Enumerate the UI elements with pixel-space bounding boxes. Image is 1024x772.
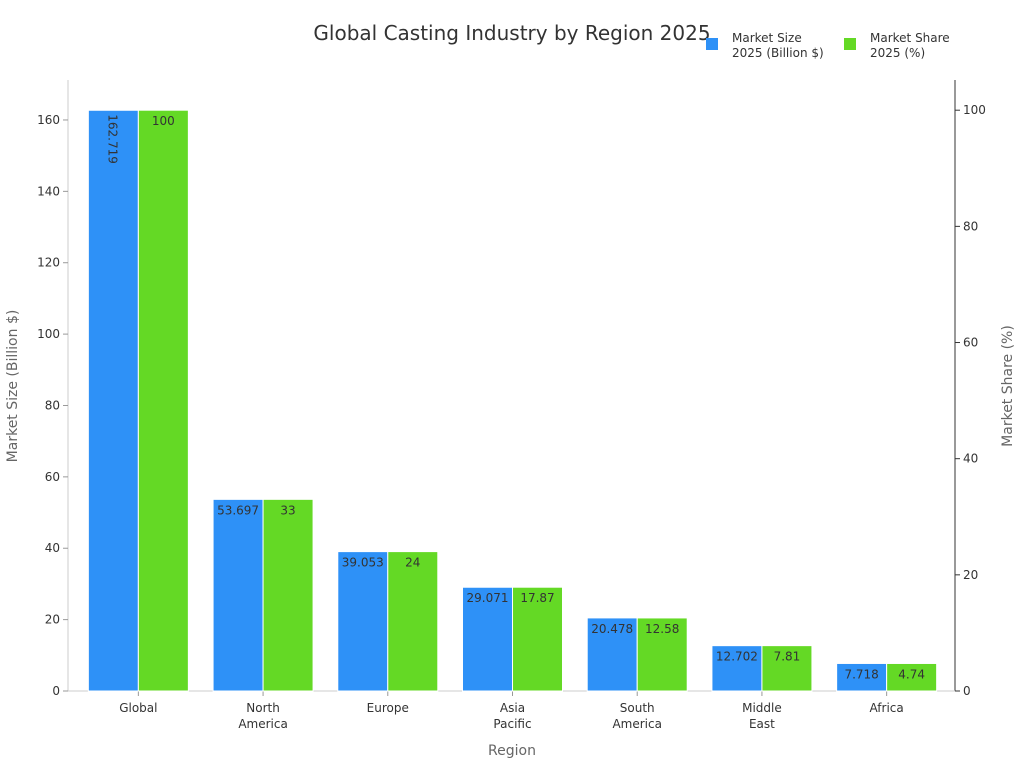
bar-market-share bbox=[262, 498, 314, 692]
bar-market-size bbox=[337, 551, 389, 692]
legend-label: 2025 (%) bbox=[870, 46, 925, 60]
data-label: 29.071 bbox=[467, 591, 509, 605]
bar-market-share bbox=[137, 109, 189, 692]
y2-tick-label: 40 bbox=[963, 452, 978, 466]
y2-tick-label: 20 bbox=[963, 568, 978, 582]
legend-swatch bbox=[844, 38, 856, 50]
bar-market-size bbox=[87, 109, 139, 692]
y-tick-label: 120 bbox=[37, 256, 60, 270]
bar-market-share bbox=[636, 617, 688, 692]
x-tick-label: Africa bbox=[870, 701, 904, 715]
data-label: 20.478 bbox=[591, 622, 633, 636]
data-label: 162.719 bbox=[105, 114, 119, 164]
x-tick-label: America bbox=[612, 717, 662, 731]
y2-tick-label: 80 bbox=[963, 219, 978, 233]
data-label: 12.58 bbox=[645, 622, 679, 636]
legend-label: Market Share bbox=[870, 31, 950, 45]
y-tick-label: 80 bbox=[45, 398, 60, 412]
data-label: 7.718 bbox=[844, 667, 878, 681]
y-tick-label: 0 bbox=[52, 684, 60, 698]
y-tick-label: 20 bbox=[45, 613, 60, 627]
bar-market-size bbox=[462, 586, 513, 692]
y2-axis-label: Market Share (%) bbox=[1000, 325, 1016, 447]
legend-swatch bbox=[706, 38, 718, 50]
chart-title: Global Casting Industry by Region 2025 bbox=[313, 21, 710, 45]
data-label: 100 bbox=[152, 114, 175, 128]
x-tick-label: North bbox=[246, 701, 280, 715]
bar-market-share bbox=[512, 586, 563, 692]
x-tick-label: Middle bbox=[742, 701, 782, 715]
bar-market-share bbox=[761, 645, 813, 692]
bar-market-size bbox=[586, 617, 638, 692]
y2-tick-label: 100 bbox=[963, 103, 986, 117]
x-tick-label: Asia bbox=[500, 701, 525, 715]
bar-market-share bbox=[886, 662, 938, 692]
x-tick-label: Pacific bbox=[493, 717, 531, 731]
legend-label: 2025 (Billion $) bbox=[732, 46, 824, 60]
x-tick-label: America bbox=[238, 717, 288, 731]
data-label: 53.697 bbox=[217, 503, 259, 517]
x-axis-label: Region bbox=[488, 743, 536, 759]
y-tick-label: 100 bbox=[37, 327, 60, 341]
y-tick-label: 160 bbox=[37, 113, 60, 127]
y-axis-label: Market Size (Billion $) bbox=[5, 310, 21, 463]
data-label: 4.74 bbox=[898, 667, 925, 681]
data-label: 12.702 bbox=[716, 650, 758, 664]
data-label: 39.053 bbox=[342, 556, 384, 570]
x-tick-label: South bbox=[620, 701, 655, 715]
data-label: 33 bbox=[280, 503, 295, 517]
data-label: 24 bbox=[405, 556, 420, 570]
y2-tick-label: 60 bbox=[963, 336, 978, 350]
data-label: 7.81 bbox=[774, 650, 801, 664]
y-tick-label: 40 bbox=[45, 541, 60, 555]
bar-market-share bbox=[387, 551, 439, 692]
y2-tick-label: 0 bbox=[963, 684, 971, 698]
y-tick-label: 140 bbox=[37, 184, 60, 198]
legend-label: Market Size bbox=[732, 31, 802, 45]
data-label: 17.87 bbox=[520, 591, 554, 605]
x-tick-label: Global bbox=[119, 701, 157, 715]
x-tick-label: Europe bbox=[367, 701, 409, 715]
bar-market-size bbox=[212, 498, 264, 692]
bar-market-size bbox=[836, 662, 888, 692]
y-tick-label: 60 bbox=[45, 470, 60, 484]
x-tick-label: East bbox=[749, 717, 775, 731]
